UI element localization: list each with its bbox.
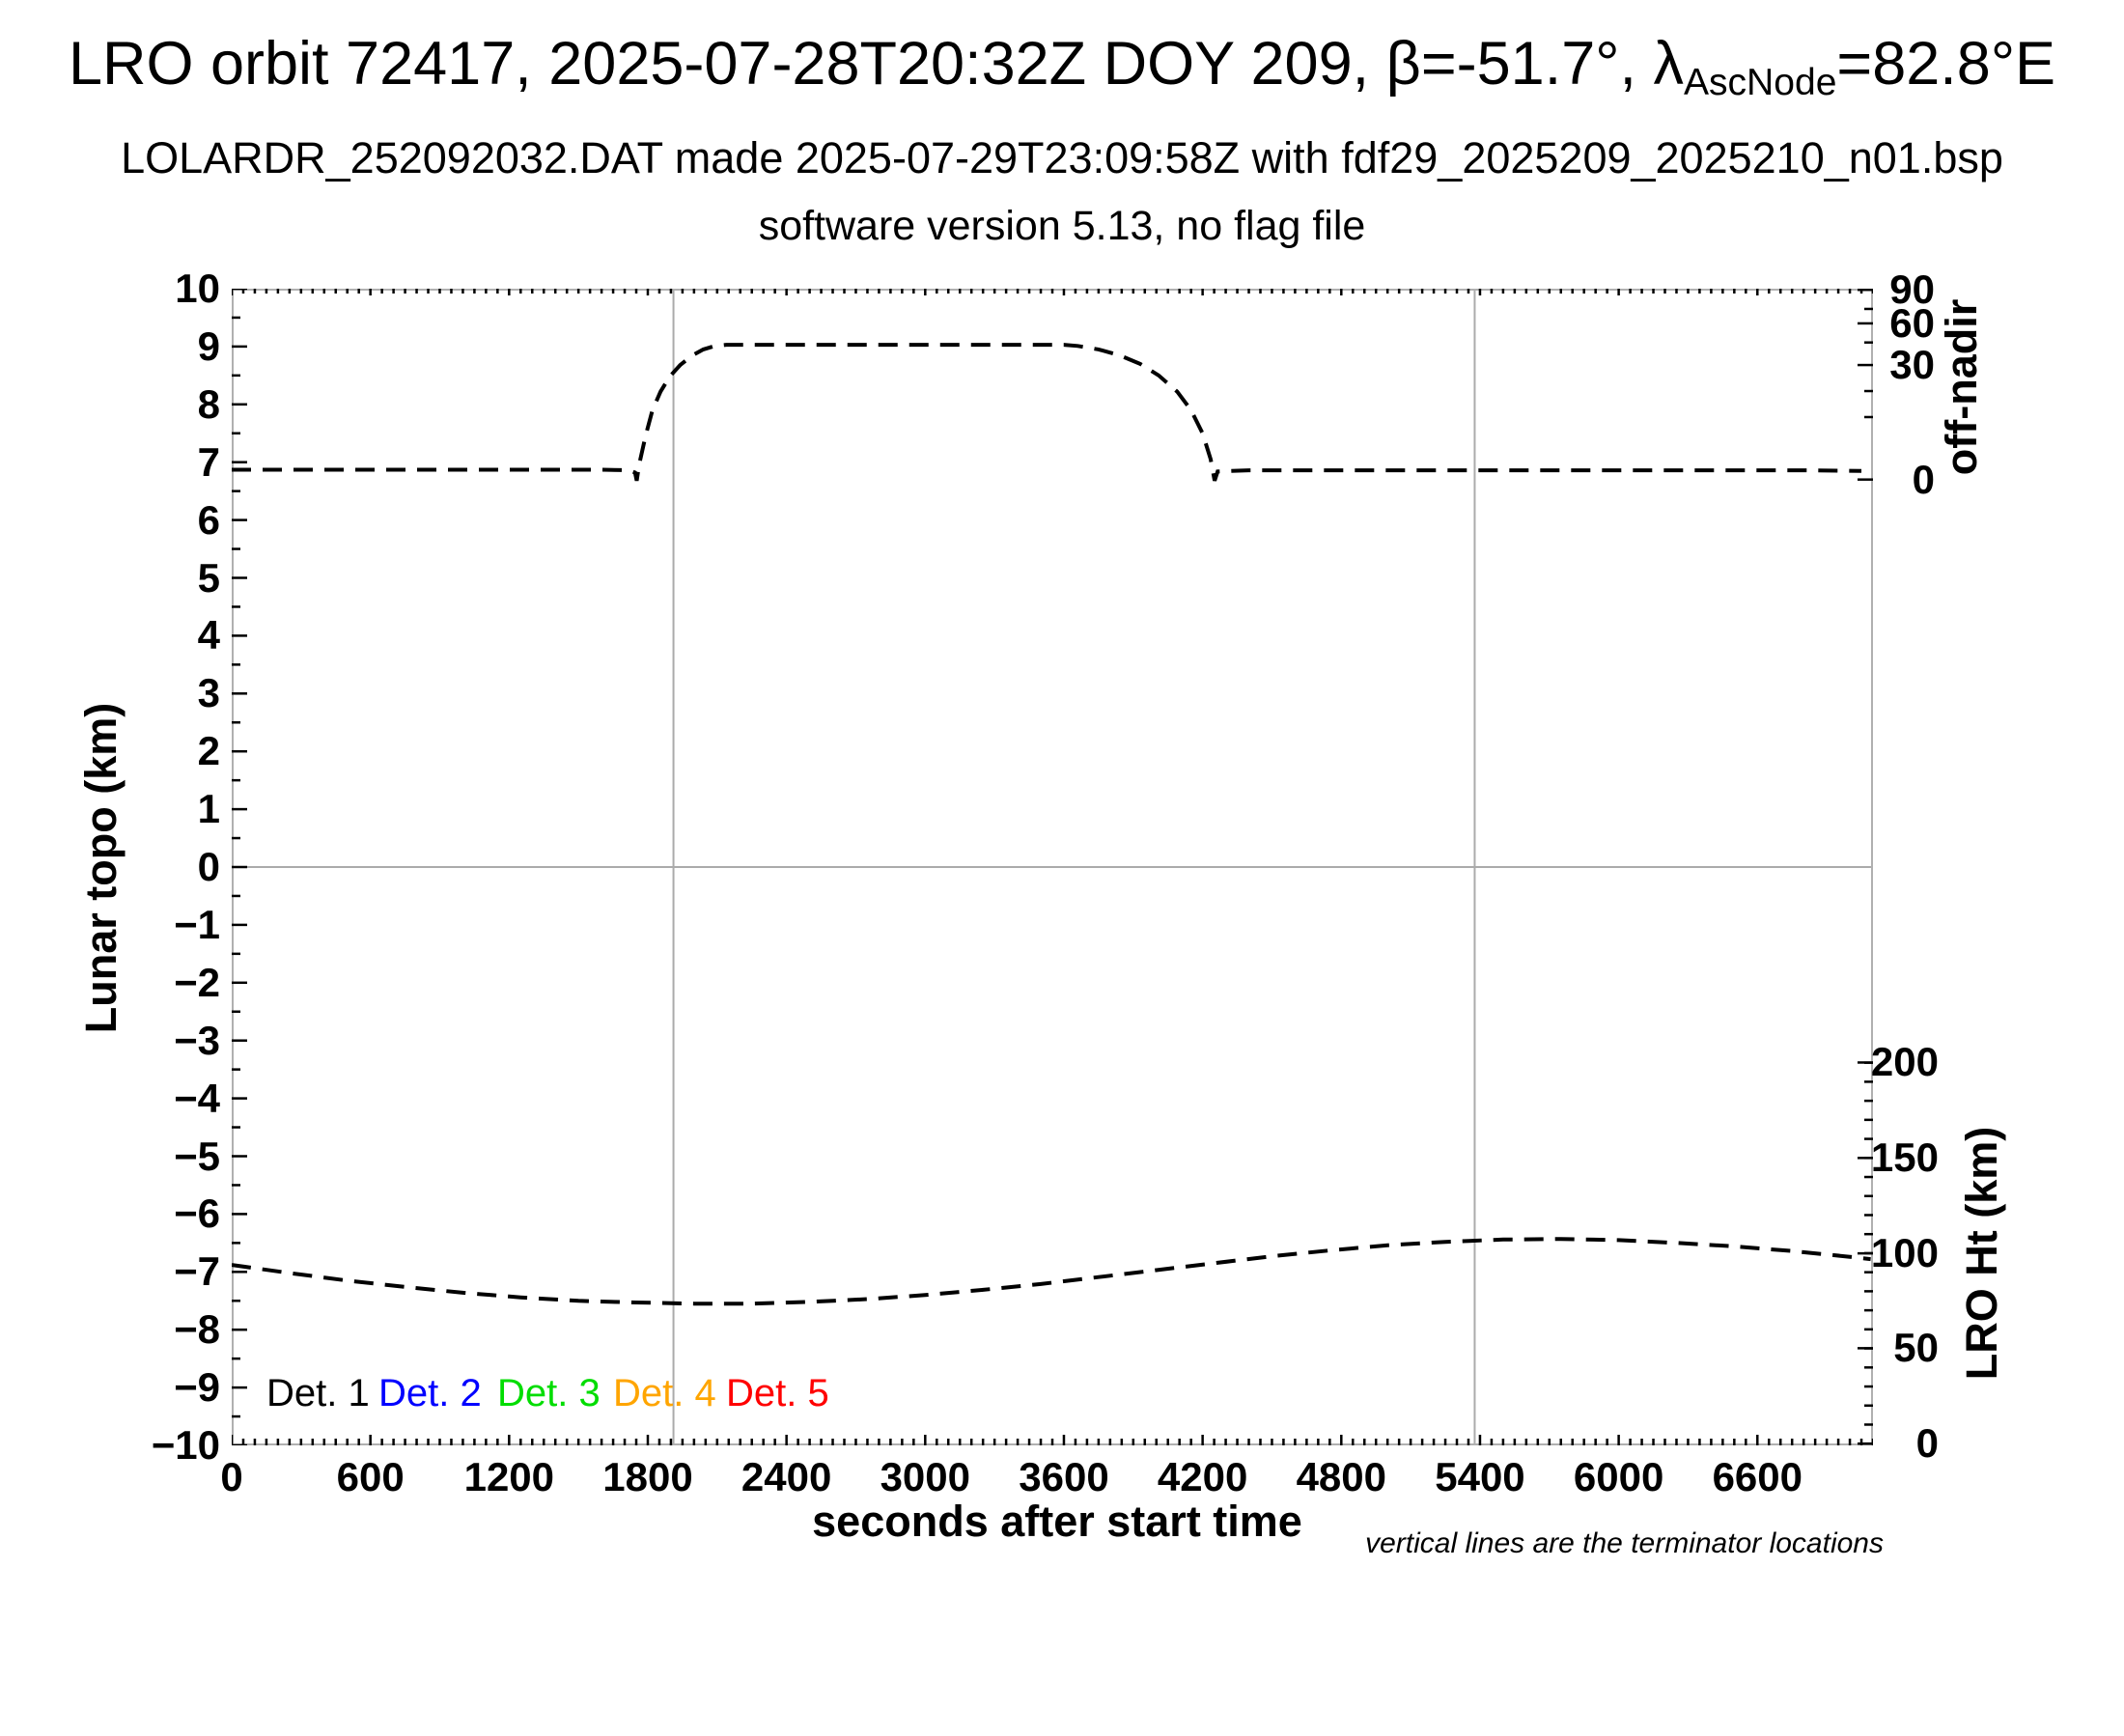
y-right-offnadir-tick-label: 30 bbox=[1889, 342, 1935, 388]
y-left-tick-label: −4 bbox=[174, 1075, 220, 1121]
plot-area bbox=[232, 289, 1873, 1445]
subtitle: LOLARDR_252092032.DAT made 2025-07-29T23… bbox=[121, 133, 2003, 182]
y-left-tick-label: 0 bbox=[197, 844, 220, 889]
y-left-tick-label: 2 bbox=[197, 728, 220, 774]
y-left-tick-label: 8 bbox=[197, 380, 220, 427]
y-left-tick-label: 10 bbox=[175, 266, 220, 311]
y-left-tick-label: −10 bbox=[151, 1422, 220, 1468]
y-left-tick-label: −9 bbox=[174, 1364, 220, 1411]
y-axis-right-top-label: off-nadir bbox=[1937, 298, 1986, 476]
x-tick-label: 1200 bbox=[463, 1454, 555, 1499]
legend-item-det-4: Det. 4 bbox=[613, 1372, 716, 1414]
version-line: software version 5.13, no flag file bbox=[758, 203, 1366, 249]
x-tick-label: 5400 bbox=[1435, 1454, 1525, 1499]
title-tail: =82.8°E bbox=[1836, 30, 2056, 98]
y-right-lroht-tick-label: 50 bbox=[1893, 1325, 1939, 1371]
terminator-note: vertical lines are the terminator locati… bbox=[1365, 1527, 1884, 1559]
x-axis-label: seconds after start time bbox=[812, 1497, 1302, 1546]
page-title: LRO orbit 72417, 2025-07-28T20:32Z DOY 2… bbox=[0, 29, 2124, 104]
legend-item-det-2: Det. 2 bbox=[378, 1372, 482, 1414]
y-right-offnadir-tick-label: 60 bbox=[1889, 299, 1935, 346]
x-tick-label: 4800 bbox=[1296, 1454, 1386, 1499]
y-left-tick-label: 4 bbox=[197, 612, 220, 658]
y-left-tick-label: −5 bbox=[174, 1133, 220, 1179]
y-left-tick-label: −3 bbox=[174, 1017, 220, 1063]
y-left-tick-label: 3 bbox=[197, 670, 220, 716]
x-tick-label: 3000 bbox=[880, 1454, 971, 1499]
series-lro-height bbox=[232, 1237, 1871, 1306]
y-left-tick-label: 9 bbox=[197, 322, 220, 369]
y-right-offnadir-tick-label: 90 bbox=[1889, 266, 1935, 313]
x-tick-label: 600 bbox=[336, 1454, 405, 1499]
x-tick-label: 3600 bbox=[1019, 1454, 1109, 1499]
legend-item-det-5: Det. 5 bbox=[726, 1372, 829, 1414]
x-tick-label: 2400 bbox=[741, 1454, 832, 1499]
y-right-lroht-tick-label: 100 bbox=[1870, 1230, 1939, 1276]
y-left-tick-label: −2 bbox=[174, 959, 220, 1005]
y-axis-right-bottom-label: LRO Ht (km) bbox=[1957, 1126, 2006, 1381]
y-left-tick-label: −8 bbox=[174, 1306, 220, 1353]
x-tick-label: 4200 bbox=[1157, 1454, 1248, 1499]
legend-item-det-1: Det. 1 bbox=[266, 1372, 370, 1414]
y-right-lroht-tick-label: 200 bbox=[1870, 1039, 1939, 1085]
x-tick-label: 6600 bbox=[1712, 1454, 1803, 1499]
title-subscript: AscNode bbox=[1683, 61, 1837, 103]
y-left-tick-label: −7 bbox=[174, 1248, 220, 1295]
y-left-tick-label: −1 bbox=[174, 901, 220, 947]
y-left-tick-label: −6 bbox=[174, 1190, 220, 1237]
y-left-tick-label: 1 bbox=[197, 786, 220, 832]
x-tick-label: 6000 bbox=[1573, 1454, 1664, 1499]
y-right-lroht-tick-label: 0 bbox=[1915, 1420, 1939, 1467]
x-tick-label: 1800 bbox=[602, 1454, 693, 1499]
title-main: LRO orbit 72417, 2025-07-28T20:32Z DOY 2… bbox=[68, 30, 1684, 98]
legend-item-det-3: Det. 3 bbox=[497, 1372, 601, 1414]
plot-svg bbox=[232, 289, 1873, 1445]
y-left-tick-label: 5 bbox=[197, 554, 220, 601]
y-right-offnadir-tick-label: 0 bbox=[1912, 456, 1935, 502]
y-right-lroht-tick-label: 150 bbox=[1870, 1134, 1939, 1181]
legend: Det. 1 Det. 2 Det. 3 Det. 4 Det. 5 bbox=[0, 1371, 2124, 1419]
series-off-nadir-angle bbox=[232, 343, 1862, 482]
x-tick-label: 0 bbox=[220, 1454, 243, 1499]
y-left-tick-label: 6 bbox=[197, 496, 220, 543]
y-left-tick-label: 7 bbox=[197, 438, 220, 485]
